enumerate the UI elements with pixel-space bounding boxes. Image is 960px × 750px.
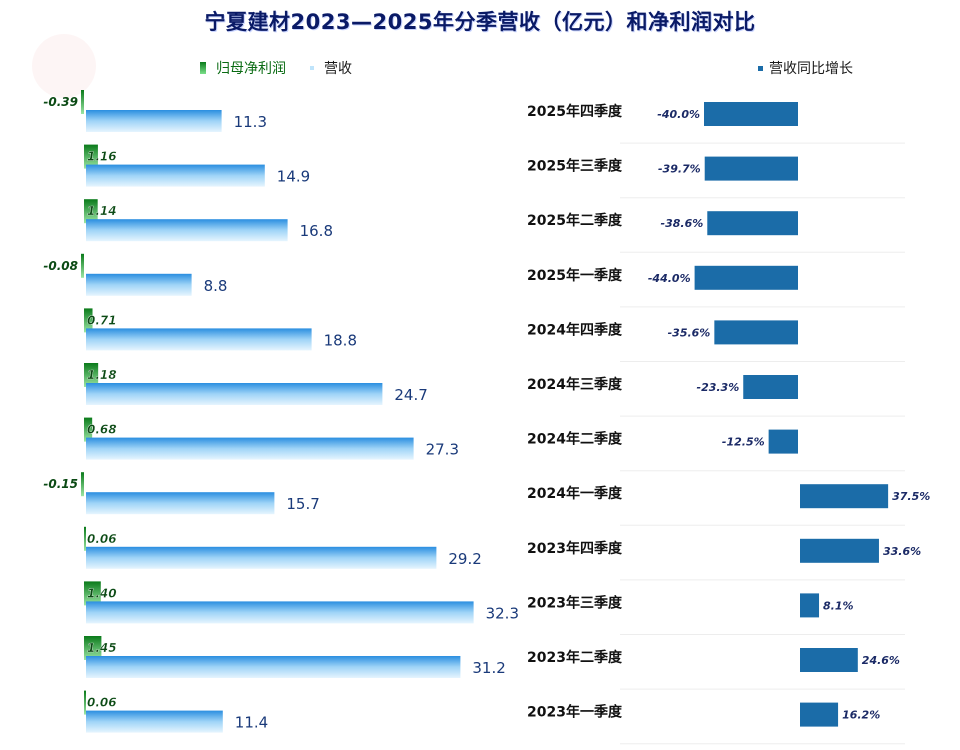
category-label: 2024年四季度 bbox=[527, 321, 623, 338]
growth-bar bbox=[800, 538, 879, 563]
net-profit-label: 1.16 bbox=[87, 150, 117, 164]
revenue-bar bbox=[86, 219, 288, 242]
net-profit-label: -0.15 bbox=[43, 477, 78, 491]
net-profit-bar bbox=[84, 526, 86, 551]
revenue-label: 29.2 bbox=[448, 550, 481, 568]
revenue-bar bbox=[86, 656, 461, 678]
legend-left: 归母净利润 营收 bbox=[200, 58, 352, 78]
category-label: 2025年二季度 bbox=[527, 212, 623, 229]
net-profit-label: 1.14 bbox=[87, 204, 117, 218]
net-profit-bar bbox=[84, 581, 101, 606]
revenue-label: 16.8 bbox=[300, 222, 333, 240]
net-profit-bar bbox=[84, 308, 93, 333]
legend-label-growth: 营收同比增长 bbox=[769, 61, 853, 77]
revenue-bar bbox=[86, 492, 275, 515]
net-profit-bar bbox=[84, 199, 98, 224]
growth-bar bbox=[800, 648, 858, 672]
legend-swatch-revenue bbox=[310, 66, 314, 70]
category-label: 2025年四季度 bbox=[527, 103, 623, 120]
growth-bar bbox=[800, 484, 889, 509]
net-profit-bar bbox=[84, 144, 98, 169]
category-label: 2024年二季度 bbox=[527, 431, 623, 448]
revenue-bar bbox=[86, 710, 223, 733]
legend-label-revenue: 营收 bbox=[324, 61, 352, 77]
net-profit-label: 1.45 bbox=[87, 641, 117, 655]
growth-bar bbox=[800, 702, 839, 727]
growth-label: 24.6% bbox=[862, 654, 900, 667]
revenue-bar bbox=[86, 383, 383, 405]
growth-bar bbox=[704, 156, 798, 181]
category-label: 2023年三季度 bbox=[527, 594, 623, 611]
net-profit-bar bbox=[84, 417, 93, 442]
growth-bar bbox=[743, 375, 798, 399]
net-profit-label: 1.40 bbox=[87, 586, 117, 600]
chart-title: 宁夏建材2023—2025年分季营收（亿元）和净利润对比 bbox=[204, 10, 756, 34]
revenue-bar bbox=[86, 273, 192, 296]
growth-label: 16.2% bbox=[842, 709, 880, 722]
revenue-bar bbox=[86, 328, 312, 351]
growth-bar bbox=[768, 429, 798, 454]
revenue-bar bbox=[86, 110, 222, 132]
net-profit-bar bbox=[84, 363, 99, 387]
legend-swatch-growth bbox=[758, 65, 763, 71]
revenue-bar bbox=[86, 546, 437, 569]
watermark-logo bbox=[32, 34, 96, 98]
net-profit-bar bbox=[81, 472, 84, 497]
net-profit-label: -0.08 bbox=[43, 259, 78, 273]
net-profit-bar bbox=[81, 90, 84, 114]
category-label: 2024年三季度 bbox=[527, 376, 623, 393]
growth-label: -40.0% bbox=[657, 108, 700, 121]
net-profit-label: 0.06 bbox=[87, 532, 117, 546]
revenue-bar bbox=[86, 437, 414, 460]
growth-label: -38.6% bbox=[661, 217, 704, 230]
growth-label: -39.7% bbox=[658, 163, 701, 176]
revenue-bar bbox=[86, 164, 265, 187]
growth-bar bbox=[714, 320, 798, 345]
revenue-label: 31.2 bbox=[472, 659, 505, 677]
growth-bar bbox=[800, 593, 820, 618]
net-profit-bar bbox=[84, 636, 102, 660]
revenue-label: 27.3 bbox=[426, 441, 459, 459]
net-profit-label: 0.71 bbox=[87, 313, 117, 327]
category-label: 2023年二季度 bbox=[527, 649, 623, 666]
revenue-label: 18.8 bbox=[324, 331, 357, 349]
growth-label: 33.6% bbox=[883, 545, 921, 558]
growth-label: 37.5% bbox=[892, 490, 930, 503]
growth-label: -35.6% bbox=[668, 326, 711, 339]
growth-bar bbox=[694, 265, 798, 290]
revenue-label: 14.9 bbox=[277, 168, 310, 186]
revenue-label: 15.7 bbox=[286, 495, 319, 513]
growth-label: -44.0% bbox=[648, 272, 691, 285]
revenue-label: 8.8 bbox=[204, 277, 228, 295]
category-label: 2024年一季度 bbox=[527, 485, 623, 502]
legend-right: 营收同比增长 bbox=[758, 58, 853, 78]
legend-swatch-net-profit bbox=[200, 62, 206, 74]
category-label: 2025年一季度 bbox=[527, 267, 623, 284]
category-label: 2025年三季度 bbox=[527, 158, 623, 175]
growth-label: 8.1% bbox=[823, 599, 854, 612]
category-label: 2023年一季度 bbox=[527, 704, 623, 721]
revenue-label: 24.7 bbox=[394, 386, 427, 404]
revenue-label: 11.3 bbox=[234, 113, 267, 131]
growth-bar bbox=[704, 102, 798, 126]
net-profit-bar bbox=[81, 253, 84, 278]
net-profit-label: 0.68 bbox=[87, 423, 117, 437]
revenue-label: 32.3 bbox=[486, 604, 519, 622]
growth-label: -23.3% bbox=[697, 381, 740, 394]
revenue-label: 11.4 bbox=[235, 714, 268, 732]
legend-label-net-profit: 归母净利润 bbox=[216, 61, 286, 77]
net-profit-label: 1.18 bbox=[87, 368, 117, 382]
category-label: 2023年四季度 bbox=[527, 540, 623, 557]
net-profit-label: -0.39 bbox=[43, 95, 78, 109]
revenue-bar bbox=[86, 601, 474, 624]
growth-label: -12.5% bbox=[722, 436, 765, 449]
net-profit-bar bbox=[84, 690, 86, 715]
net-profit-label: 0.06 bbox=[87, 696, 117, 710]
growth-bar bbox=[707, 211, 798, 236]
